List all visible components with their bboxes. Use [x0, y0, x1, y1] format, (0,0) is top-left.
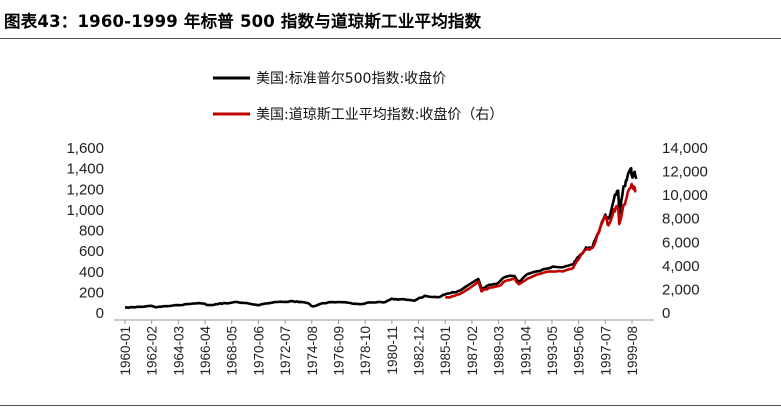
x-axis: 1960-01 1962-02 1964-03 1966-04 1968-05 1970-… [114, 319, 654, 376]
left-tick-label: 200 [79, 284, 104, 301]
title-bar: 图表43：1960-1999 年标普 500 指数与道琼斯工业平均指数 [0, 0, 781, 39]
x-tick-label: 1960-01 [118, 326, 133, 376]
right-tick-label: 2,000 [662, 281, 700, 298]
left-tick-label: 400 [79, 264, 104, 281]
right-axis: 14,000 12,000 10,000 8,000 6,000 4,000 2,000 0 [662, 140, 708, 322]
x-tick-label: 1980-11 [385, 326, 400, 375]
series-lines [124, 166, 638, 309]
x-tick-label: 1995-06 [572, 326, 587, 376]
right-tick-label: 12,000 [662, 164, 708, 181]
x-tick-label: 1991-04 [518, 326, 533, 376]
right-tick-label: 8,000 [662, 211, 700, 228]
series-line-djia [444, 182, 637, 300]
x-tick-label: 1974-08 [305, 326, 320, 376]
x-tick-label: 1964-03 [171, 326, 186, 376]
right-tick-label: 4,000 [662, 258, 700, 275]
right-tick-label: 10,000 [662, 187, 708, 204]
left-axis: 1,600 1,400 1,200 1,000 800 600 400 200 0 [66, 140, 104, 322]
x-tick-label: 1999-08 [625, 326, 640, 376]
left-tick-label: 1,400 [66, 161, 104, 178]
legend-label-0: 美国:标准普尔500指数:收盘价 [256, 70, 446, 87]
legend-label-1: 美国:道琼斯工业平均指数:收盘价（右） [256, 106, 503, 123]
right-tick-label: 14,000 [662, 140, 708, 157]
x-tick-label: 1997-07 [598, 326, 613, 376]
x-tick-label: 1966-04 [198, 326, 213, 376]
right-tick-label: 0 [662, 305, 670, 322]
x-tick-label: 1978-10 [358, 326, 373, 376]
left-tick-label: 1,600 [66, 140, 104, 157]
right-tick-label: 6,000 [662, 234, 700, 251]
x-tick-label: 1976-09 [331, 326, 346, 376]
x-tick-label: 1972-07 [278, 326, 293, 376]
x-tick-label: 1962-02 [145, 326, 160, 376]
x-tick-label: 1993-05 [545, 326, 560, 376]
left-tick-label: 1,000 [66, 202, 104, 219]
x-tick-label: 1968-05 [225, 326, 240, 376]
left-tick-label: 800 [79, 223, 104, 240]
x-tick-label: 1985-01 [438, 326, 453, 376]
chart-title: 图表43：1960-1999 年标普 500 指数与道琼斯工业平均指数 [4, 12, 482, 31]
x-tick-label: 1987-02 [465, 326, 480, 376]
left-tick-label: 0 [96, 305, 104, 322]
series-line-sp500 [124, 166, 638, 309]
x-tick-label: 1970-06 [251, 326, 266, 376]
x-tick-label: 1982-12 [412, 326, 427, 376]
bottom-rule [0, 405, 781, 406]
left-tick-label: 600 [79, 243, 104, 260]
x-tick-label: 1989-03 [492, 326, 507, 376]
left-tick-label: 1,200 [66, 181, 104, 198]
